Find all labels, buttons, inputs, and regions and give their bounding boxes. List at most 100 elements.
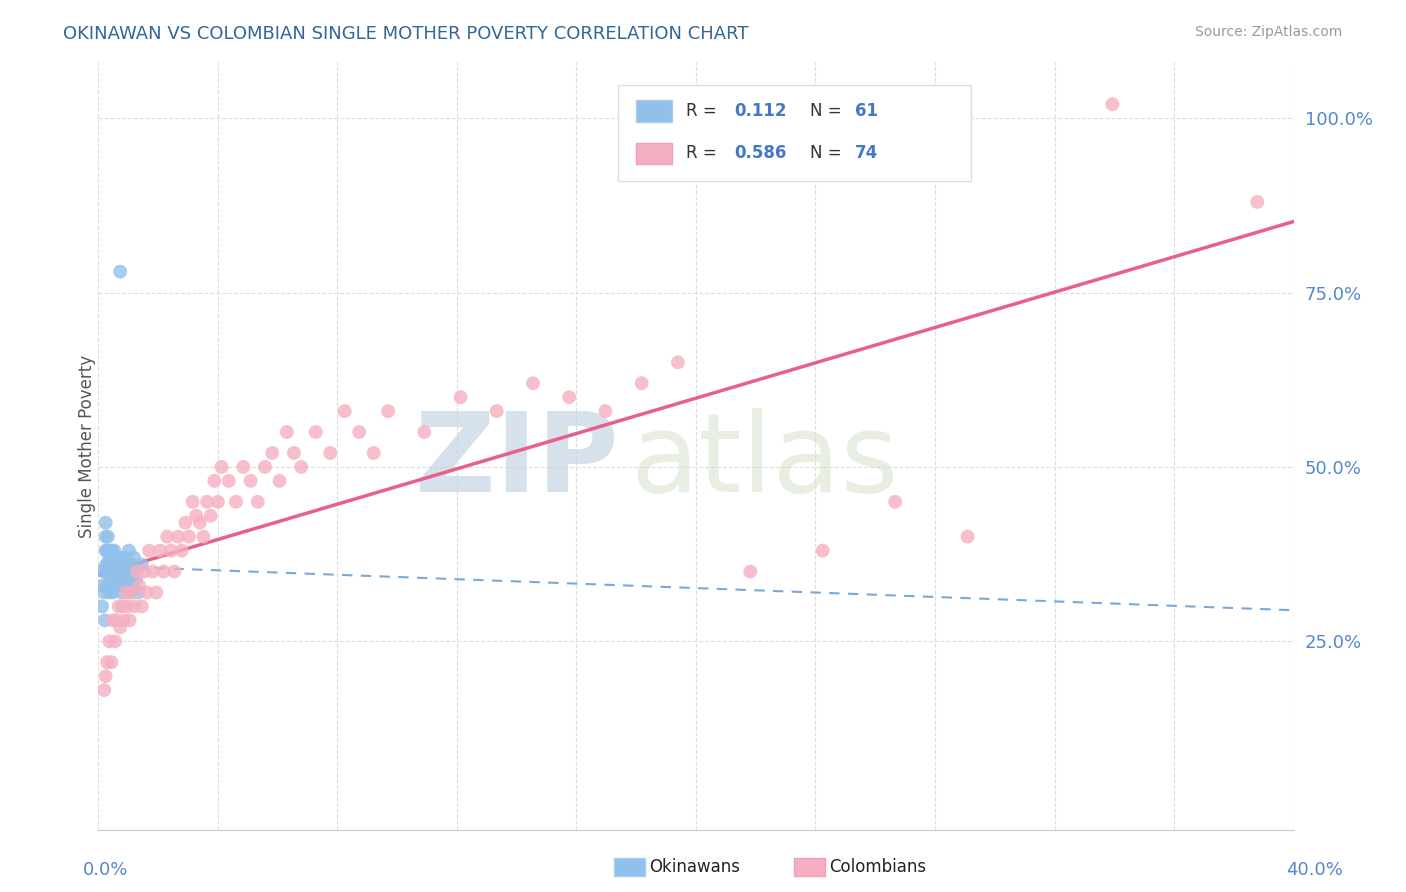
Point (740, 565, 762, 579)
Point (124, 599, 146, 614)
Point (218, 474, 240, 488)
Point (262, 446, 284, 460)
Text: Source: ZipAtlas.com: Source: ZipAtlas.com (1195, 25, 1343, 39)
Text: R =: R = (686, 102, 723, 120)
Point (104, 578, 127, 592)
Point (104, 565, 127, 579)
Point (114, 565, 136, 579)
Point (186, 508, 208, 523)
Point (96, 543, 118, 558)
Point (108, 558, 131, 572)
Point (105, 558, 128, 572)
Point (131, 599, 153, 614)
Text: 0.0%: 0.0% (83, 861, 128, 879)
Point (97, 565, 120, 579)
Point (160, 543, 183, 558)
Point (118, 572, 141, 586)
Point (97, 558, 120, 572)
Point (94, 543, 117, 558)
Point (103, 558, 125, 572)
Point (121, 585, 143, 599)
Point (96, 578, 118, 592)
Point (117, 578, 139, 592)
Text: 61: 61 (855, 102, 877, 120)
Point (193, 530, 215, 544)
Point (276, 425, 298, 439)
Text: 74: 74 (855, 144, 879, 162)
Point (195, 495, 218, 509)
Point (108, 565, 131, 579)
Point (100, 572, 122, 586)
Point (128, 578, 150, 592)
Point (120, 585, 142, 599)
Point (118, 543, 141, 558)
Point (100, 578, 122, 592)
Point (145, 585, 167, 599)
Point (956, 530, 979, 544)
Point (232, 459, 254, 474)
Text: Okinawans: Okinawans (650, 858, 741, 876)
Point (202, 474, 225, 488)
FancyBboxPatch shape (619, 86, 972, 181)
Point (101, 613, 124, 627)
Point (630, 376, 652, 391)
Point (142, 565, 165, 579)
Point (127, 585, 149, 599)
Point (595, 404, 617, 418)
Point (94, 565, 117, 579)
Text: 40.0%: 40.0% (1286, 861, 1343, 879)
Point (163, 565, 186, 579)
Point (132, 565, 155, 579)
Point (103, 543, 125, 558)
Point (101, 558, 124, 572)
Point (125, 565, 148, 579)
Point (105, 572, 128, 586)
Point (91, 578, 114, 592)
Point (118, 613, 141, 627)
Point (333, 404, 356, 418)
Point (111, 565, 134, 579)
Point (93, 585, 115, 599)
Point (115, 558, 138, 572)
Point (211, 459, 233, 474)
Point (103, 572, 125, 586)
Point (122, 550, 145, 565)
Point (177, 530, 200, 544)
Point (110, 585, 132, 599)
Point (112, 558, 135, 572)
Point (200, 508, 222, 523)
Point (101, 565, 124, 579)
Point (117, 599, 139, 614)
Point (363, 446, 385, 460)
Point (124, 565, 146, 579)
Point (450, 390, 472, 404)
Point (884, 495, 907, 509)
Point (110, 572, 132, 586)
Bar (637, 143, 672, 164)
Point (558, 390, 581, 404)
Point (114, 550, 136, 565)
Point (117, 565, 139, 579)
Point (149, 543, 172, 558)
Point (413, 425, 436, 439)
Point (94, 530, 117, 544)
Point (239, 474, 262, 488)
Point (115, 572, 138, 586)
Point (94, 613, 117, 627)
Point (246, 495, 269, 509)
Point (98, 634, 121, 648)
Point (121, 565, 143, 579)
Point (107, 578, 129, 592)
Point (253, 459, 276, 474)
Point (377, 404, 399, 418)
Point (94, 516, 117, 530)
Point (108, 620, 131, 634)
Point (120, 558, 142, 572)
Point (167, 530, 190, 544)
Point (305, 425, 328, 439)
Point (111, 599, 134, 614)
Point (101, 585, 124, 599)
Point (94, 669, 117, 683)
Point (107, 599, 129, 614)
Point (96, 655, 118, 669)
